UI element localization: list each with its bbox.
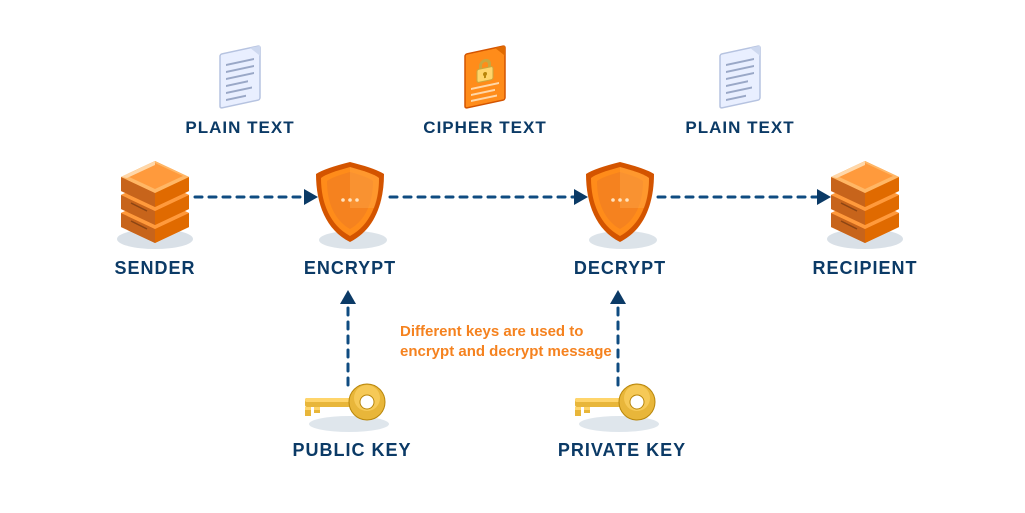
recipient-server-icon [827,161,903,249]
edge-privatekey-decrypt [610,290,626,385]
label-plain-text-1: PLAIN TEXT [185,118,294,138]
label-recipient: RECIPIENT [812,258,917,279]
encrypt-shield-icon [316,162,387,249]
diagram-stage: SENDER ENCRYPT DECRYPT RECIPIENT PLAIN T… [0,0,1025,513]
edge-encrypt-decrypt [390,189,588,205]
label-encrypt: ENCRYPT [304,258,396,279]
edge-sender-encrypt [195,189,318,205]
label-sender: SENDER [114,258,195,279]
label-private-key: PRIVATE KEY [558,440,686,461]
edge-publickey-encrypt [340,290,356,385]
private-key-icon [575,384,659,432]
label-decrypt: DECRYPT [574,258,666,279]
cipher-text-doc-icon [465,46,505,109]
sender-server-icon [117,161,193,249]
edge-decrypt-recipient [658,189,831,205]
decrypt-shield-icon [586,162,657,249]
note-line-1: Different keys are used to [400,322,612,342]
public-key-icon [305,384,389,432]
diagram-svg [0,0,1025,513]
note-line-2: encrypt and decrypt message [400,342,612,362]
label-public-key: PUBLIC KEY [292,440,411,461]
label-plain-text-2: PLAIN TEXT [685,118,794,138]
note-different-keys: Different keys are used to encrypt and d… [400,322,612,363]
plain-text-doc-1-icon [220,46,260,109]
plain-text-doc-2-icon [720,46,760,109]
label-cipher-text: CIPHER TEXT [423,118,546,138]
